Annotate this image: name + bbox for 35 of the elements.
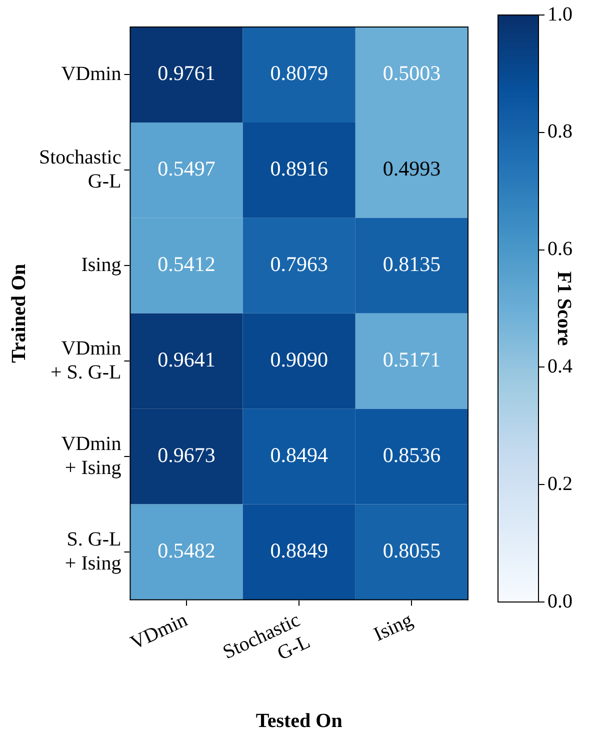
y-tick-label: VDmin	[61, 62, 122, 85]
x-tick-label: VDmin	[127, 608, 191, 654]
data-label: 0.9673	[158, 443, 216, 468]
data-label: 0.4993	[382, 156, 441, 181]
data-label: 0.8849	[270, 538, 328, 563]
data-label: 0.8135	[382, 252, 441, 276]
data-label: 0.8079	[270, 61, 328, 86]
data-label: 0.5003	[382, 61, 441, 86]
data-label: 0.8055	[382, 538, 441, 563]
y-axis-title: Trained On	[8, 264, 30, 363]
data-label: 0.9090	[270, 348, 328, 372]
color-bar-title: F1 Score	[552, 271, 575, 346]
data-label: 0.5412	[158, 252, 216, 276]
data-label: 0.5482	[158, 538, 216, 563]
data-label: 0.5171	[382, 348, 441, 372]
color-bar-label: 0.4	[548, 355, 572, 378]
data-label: 0.8536	[382, 443, 441, 468]
color-bar-label: 0.2	[548, 472, 572, 495]
y-tick-label: Ising	[81, 254, 122, 276]
color-bar-label: 0.6	[548, 238, 572, 260]
color-bar-label: 1.0	[548, 3, 572, 26]
data-label: 0.9761	[158, 61, 216, 86]
data-label: 0.8494	[270, 443, 328, 468]
y-tick-label: VDmin + S. G-L	[50, 337, 122, 384]
color-bar-label: 0.8	[548, 120, 572, 143]
data-label: 0.9641	[158, 348, 216, 372]
color-bar-label: 0.0	[548, 590, 572, 612]
data-label: 0.5497	[158, 156, 216, 181]
y-tick-label: VDmin + Ising	[61, 432, 122, 479]
data-label: 0.7963	[270, 252, 328, 276]
data-label: 0.8916	[270, 156, 328, 181]
x-axis-title: Tested On	[256, 710, 342, 732]
y-tick-label: S. G-L + Ising	[64, 528, 122, 574]
x-tick-label: Ising	[370, 608, 416, 646]
y-tick-label: Stochastic G-L	[38, 146, 122, 192]
